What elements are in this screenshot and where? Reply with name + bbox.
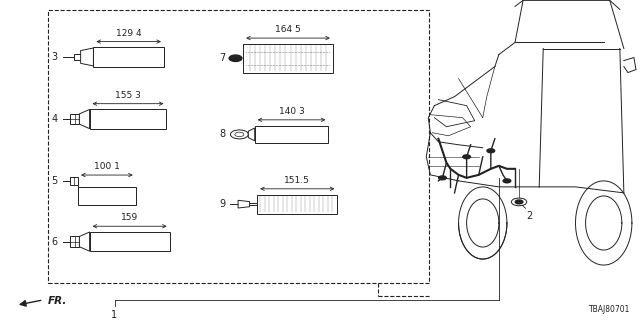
Text: TBAJ80701: TBAJ80701 <box>589 305 630 314</box>
Bar <box>70 177 78 185</box>
Circle shape <box>235 132 244 137</box>
Text: 159: 159 <box>121 213 138 222</box>
Polygon shape <box>79 109 90 129</box>
Text: 4: 4 <box>51 114 58 124</box>
Bar <box>78 187 136 205</box>
Text: 3: 3 <box>51 52 58 62</box>
Bar <box>93 47 164 67</box>
Bar <box>90 232 170 251</box>
Circle shape <box>515 200 523 204</box>
Bar <box>257 195 337 214</box>
Bar <box>243 44 333 73</box>
Text: 140 3: 140 3 <box>278 107 305 116</box>
Text: 2: 2 <box>527 211 533 221</box>
Polygon shape <box>238 200 250 208</box>
Polygon shape <box>79 232 90 251</box>
Bar <box>70 114 79 124</box>
Polygon shape <box>248 128 255 141</box>
Text: 5: 5 <box>51 176 58 186</box>
Circle shape <box>230 130 248 139</box>
Text: 164 5: 164 5 <box>275 25 301 34</box>
Text: 7: 7 <box>219 53 225 63</box>
Text: 8: 8 <box>219 129 225 140</box>
Text: 6: 6 <box>51 236 58 247</box>
Bar <box>70 236 79 247</box>
Text: 100 1: 100 1 <box>94 162 120 171</box>
Bar <box>255 125 328 143</box>
Circle shape <box>503 179 511 183</box>
Text: 9: 9 <box>219 199 225 209</box>
Bar <box>74 54 81 60</box>
Circle shape <box>229 55 242 61</box>
Circle shape <box>487 149 495 153</box>
Circle shape <box>438 176 446 180</box>
Bar <box>48 10 429 283</box>
Text: 1: 1 <box>111 310 117 320</box>
Text: 155 3: 155 3 <box>115 91 141 100</box>
Bar <box>90 109 166 129</box>
Text: FR.: FR. <box>47 296 67 306</box>
Text: 151.5: 151.5 <box>284 176 310 185</box>
Text: 129 4: 129 4 <box>116 29 141 38</box>
Circle shape <box>511 198 527 206</box>
Polygon shape <box>81 48 93 66</box>
Circle shape <box>463 155 470 159</box>
